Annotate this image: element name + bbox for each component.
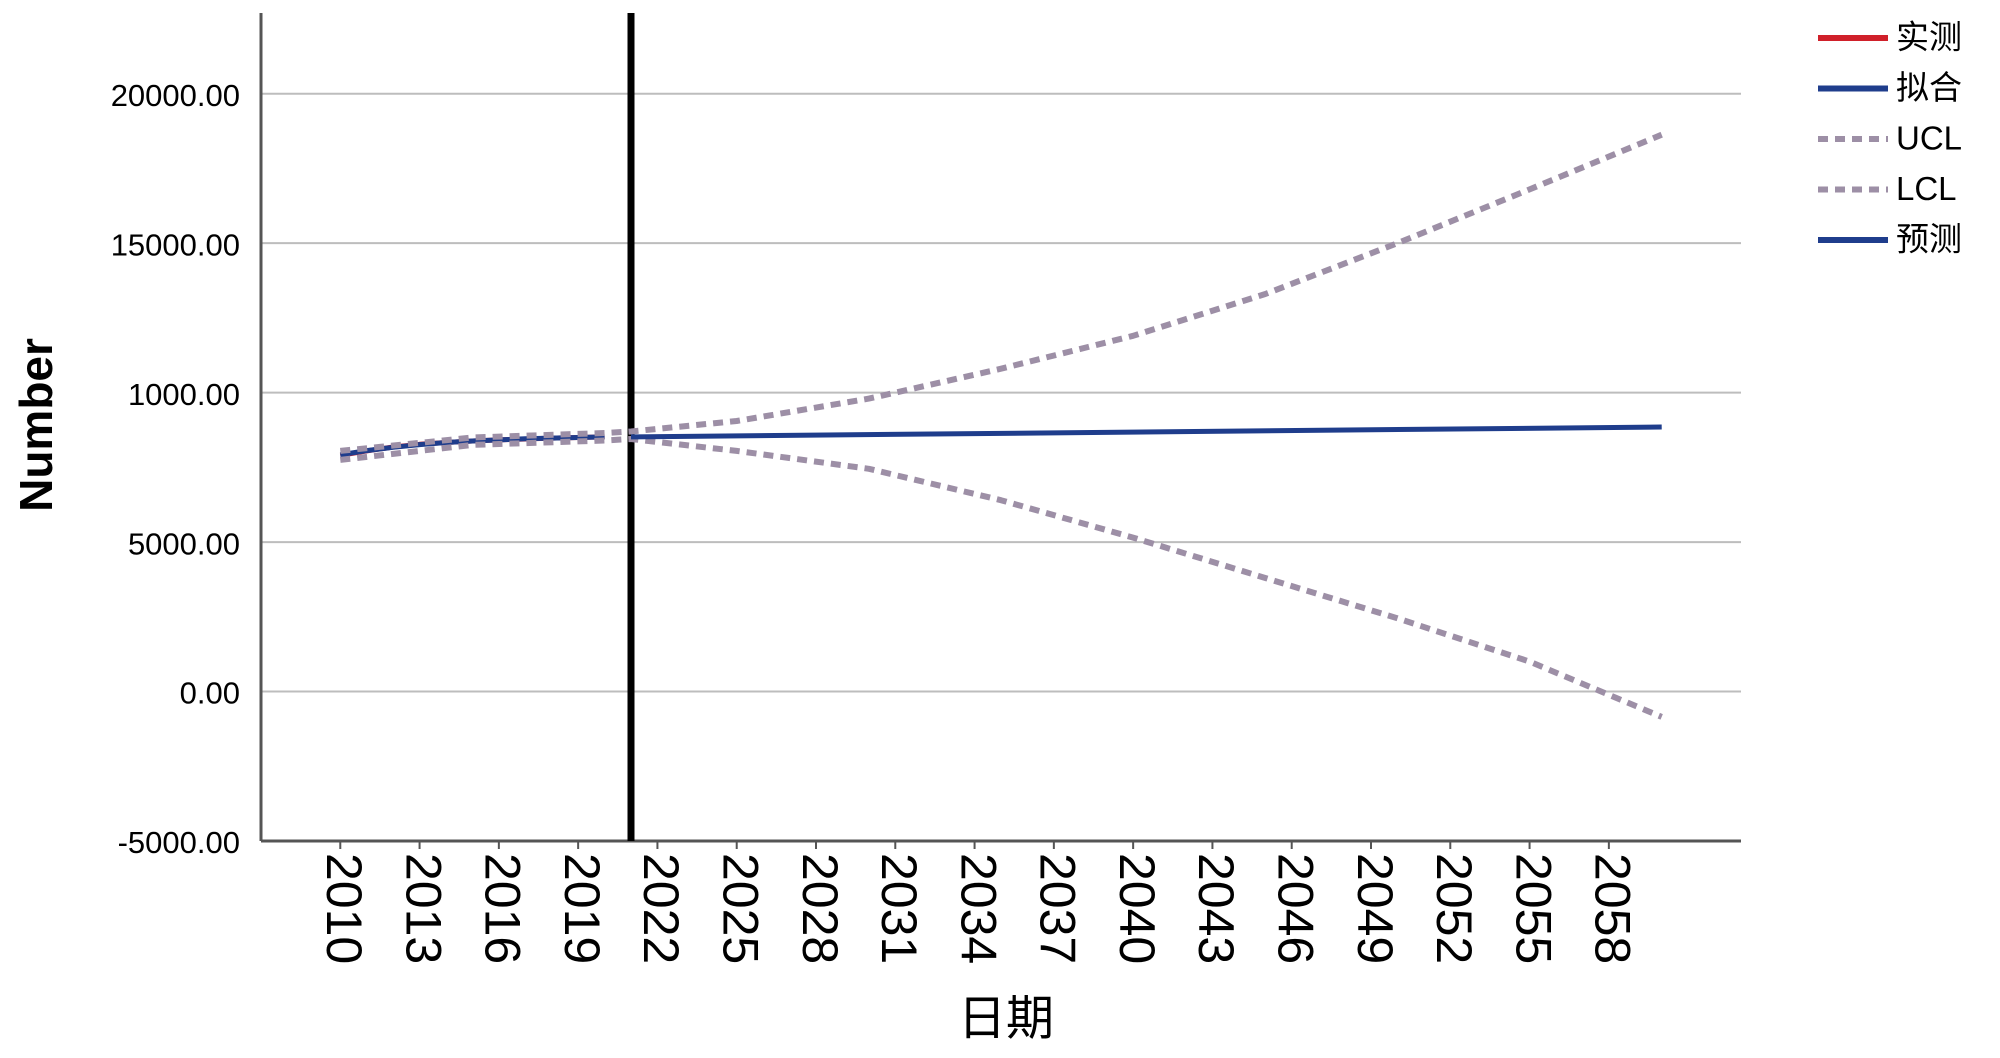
series-line bbox=[339, 436, 1663, 720]
y-tick-label: 0.00 bbox=[180, 676, 240, 711]
legend-label: UCL bbox=[1896, 120, 1962, 157]
y-axis-title: Number bbox=[10, 338, 62, 512]
x-tick-label: 2013 bbox=[395, 853, 451, 964]
x-tick-label: 2016 bbox=[475, 853, 531, 964]
x-tick-label: 2010 bbox=[316, 853, 372, 964]
x-tick-label: 2058 bbox=[1585, 853, 1641, 964]
y-tick-label: -5000.00 bbox=[118, 825, 240, 860]
x-tick-label: 2019 bbox=[554, 853, 610, 964]
x-tick-label: 2043 bbox=[1188, 853, 1244, 964]
y-tick-label: 20000.00 bbox=[111, 78, 240, 113]
y-tick-label: 15000.00 bbox=[111, 227, 240, 262]
x-tick-label: 2049 bbox=[1347, 853, 1403, 964]
x-tick-label: 2052 bbox=[1426, 853, 1482, 964]
series-line bbox=[339, 434, 605, 458]
x-tick-label: 2037 bbox=[1030, 853, 1086, 964]
legend-label: 实测 bbox=[1896, 19, 1962, 56]
x-tick-label: 2046 bbox=[1268, 853, 1324, 964]
x-tick-label: 2040 bbox=[1109, 853, 1165, 964]
x-tick-label: 2028 bbox=[792, 853, 848, 964]
y-tick-label: 5000.00 bbox=[128, 526, 240, 561]
legend-label: LCL bbox=[1896, 170, 1957, 207]
x-tick-label: 2034 bbox=[950, 853, 1006, 964]
x-tick-label: 2025 bbox=[713, 853, 769, 964]
y-tick-label: 1000.00 bbox=[128, 377, 240, 412]
series-line bbox=[630, 424, 1662, 440]
legend-label: 拟合 bbox=[1896, 69, 1962, 106]
x-tick-label: 2022 bbox=[633, 853, 689, 964]
series-line bbox=[339, 131, 1663, 454]
x-tick-label: 2055 bbox=[1505, 853, 1561, 964]
x-tick-label: 2031 bbox=[871, 853, 927, 964]
legend-label: 预测 bbox=[1896, 221, 1962, 258]
x-axis-title: 日期 bbox=[958, 993, 1054, 1046]
